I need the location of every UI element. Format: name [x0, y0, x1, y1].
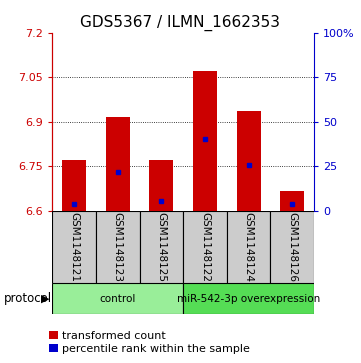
Bar	[183, 283, 314, 314]
Bar	[149, 160, 173, 211]
Text: GDS5367 / ILMN_1662353: GDS5367 / ILMN_1662353	[81, 15, 280, 31]
Legend: transformed count, percentile rank within the sample: transformed count, percentile rank withi…	[49, 331, 250, 354]
Bar	[106, 117, 130, 211]
Bar	[62, 160, 86, 211]
Text: GSM1148124: GSM1148124	[244, 212, 254, 282]
Bar	[193, 71, 217, 211]
Text: protocol: protocol	[4, 292, 52, 305]
Bar	[270, 211, 314, 283]
Text: GSM1148126: GSM1148126	[287, 212, 297, 282]
Bar	[52, 283, 183, 314]
Text: GSM1148122: GSM1148122	[200, 212, 210, 282]
Text: control: control	[100, 294, 136, 303]
Bar	[227, 211, 270, 283]
Bar	[52, 211, 96, 283]
Text: GSM1148125: GSM1148125	[156, 212, 166, 282]
Text: miR-542-3p overexpression: miR-542-3p overexpression	[177, 294, 320, 303]
Text: GSM1148121: GSM1148121	[69, 212, 79, 282]
Bar	[183, 211, 227, 283]
Bar	[280, 191, 304, 211]
Bar	[96, 211, 140, 283]
Bar	[237, 111, 261, 211]
Text: ▶: ▶	[41, 294, 49, 303]
Bar	[140, 211, 183, 283]
Text: GSM1148123: GSM1148123	[113, 212, 123, 282]
